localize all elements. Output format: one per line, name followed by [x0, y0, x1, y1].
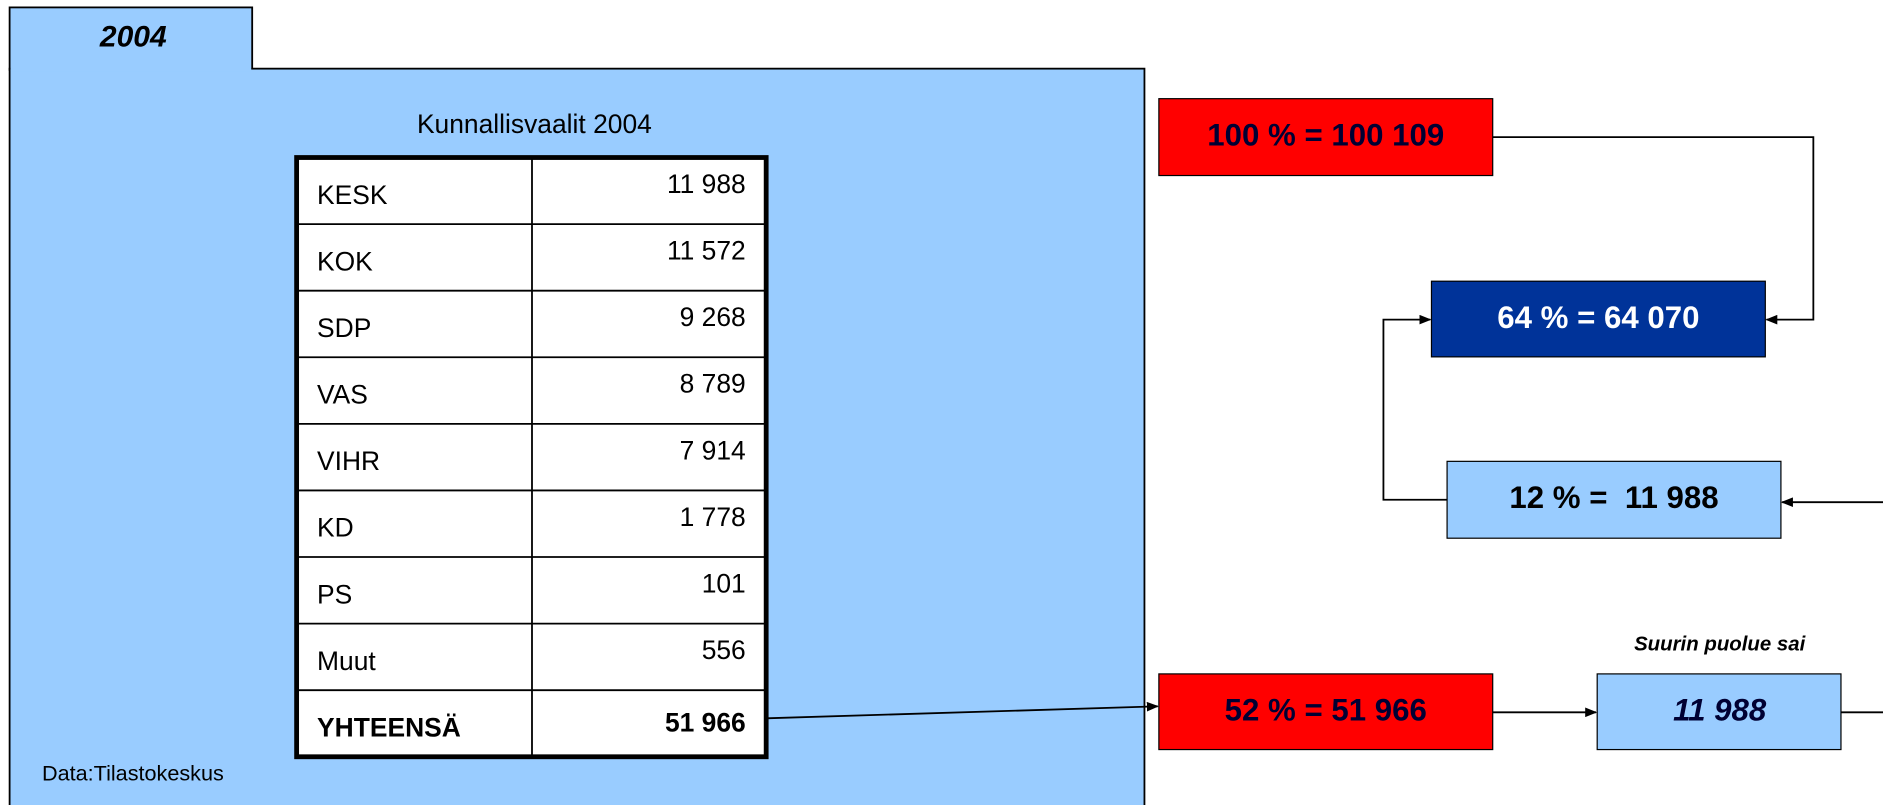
tab [8, 6, 254, 71]
box [1158, 673, 1494, 751]
cell: 51 966 [665, 708, 746, 738]
box-label: 100 % = 100 109 [1207, 117, 1444, 152]
table: KESK 11 988 KOK 11 572 SDP 9 268 VAS 8 789 VIHR 7… [294, 155, 769, 760]
tab-join [10, 67, 252, 72]
cell: YHTEENSÄ [317, 712, 461, 742]
box [1430, 280, 1766, 358]
box [1158, 98, 1494, 177]
cell: 7 914 [680, 435, 746, 465]
box-label: 12 % = 11 988 [1509, 480, 1718, 515]
cell: VIHR [317, 446, 380, 476]
table-border [294, 155, 769, 760]
cell: SDP [317, 313, 371, 343]
source: Data:Tilastokeskus [42, 760, 224, 785]
cell: 101 [702, 568, 746, 598]
table-title: Kunnallisvaalit 2004 [417, 109, 652, 139]
box-label: 11 988 [1673, 693, 1767, 728]
connector [766, 701, 1159, 720]
cell: 9 268 [680, 302, 746, 332]
connector [1492, 136, 1815, 325]
cell: 8 789 [680, 369, 746, 399]
cell: 556 [702, 635, 746, 665]
cell: KESK [317, 180, 388, 210]
cell: 11 988 [667, 169, 746, 199]
tab-label: 2004 [99, 21, 167, 54]
cell: KD [317, 513, 354, 543]
box [1596, 673, 1842, 751]
annotation: Suurin puolue sai [1634, 633, 1807, 655]
cell: PS [317, 579, 352, 609]
cell: KOK [317, 246, 373, 276]
connector [1382, 314, 1448, 501]
cell: 1 778 [680, 502, 746, 532]
box-label: 64 % = 64 070 [1497, 300, 1699, 335]
box [1446, 460, 1782, 539]
box-label: 52 % = 51 966 [1225, 693, 1427, 728]
cell: Muut [317, 646, 376, 676]
cell: 11 572 [667, 236, 746, 266]
cell: VAS [317, 380, 368, 410]
